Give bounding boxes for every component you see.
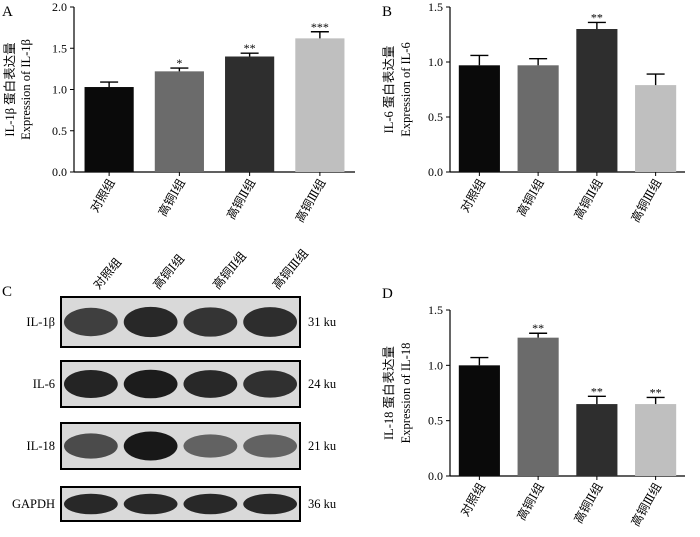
blot-band [63,433,118,459]
chart-d-il18: 0.0 0.5 1.0 1.5 IL-18 蛋白表达量 Expression of IL-… [381,303,685,529]
blot-band [243,434,298,458]
blot-lane-label: 高铜Ⅱ组 [209,248,249,291]
x-tick-label-a: 高铜Ⅱ组 [223,176,258,222]
blot-size-label: 21 ku [308,439,337,453]
blot-band [123,369,178,399]
bar-b [635,85,677,172]
blot-band [123,431,178,461]
y-axis-label-en-d: Expression of IL-18 [399,343,413,444]
significance-label-a: ** [244,41,256,55]
bar-a [225,56,275,172]
y-axis-label-cn-d: IL-18 蛋白表达量 [381,346,396,440]
panel-letter-d: D [382,286,393,302]
significance-label-d: ** [650,385,662,399]
blot-band [243,493,298,515]
y-axis-label-en-a: Expression of IL-1β [19,39,33,140]
x-tick-label-b: 高铜Ⅲ组 [627,176,664,225]
blot-size-label: 24 ku [308,377,337,391]
x-tick-label-d: 高铜Ⅰ组 [513,480,546,523]
bar-b [458,65,500,172]
blot-lane-label: 高铜Ⅲ组 [269,246,311,292]
blot-band [183,370,238,398]
blot-protein-label: IL-1β [26,315,55,329]
bar-d [458,365,500,476]
panel-letter-c: C [2,284,12,300]
y-axis-label-cn-b: IL-6 蛋白表达量 [381,46,396,134]
blot-band [63,369,118,399]
significance-label-d: ** [591,384,603,398]
bar-a [295,38,345,172]
x-tick-label-b: 高铜Ⅱ组 [570,176,605,222]
x-tick-label-d: 对照组 [458,481,488,519]
panel-letter-b: B [382,4,392,20]
bar-b [576,29,618,172]
y-tick-label-b: 0.0 [428,165,443,179]
y-tick-label-d: 0.0 [428,469,443,483]
x-tick-label-b: 高铜Ⅰ组 [513,176,546,219]
bar-d [635,404,677,476]
y-tick-label-d: 0.5 [428,414,443,428]
x-tick-label-d: 高铜Ⅲ组 [627,480,664,529]
y-tick-label-a: 0.5 [52,124,67,138]
blot-band [183,434,238,458]
y-tick-label-b: 1.0 [428,55,443,69]
western-blot-panel: 对照组 高铜Ⅰ组 高铜Ⅱ组 高铜Ⅲ组 IL-1β 31 ku IL-6 24 ku IL-18 2… [12,246,337,522]
significance-label-a: *** [311,20,329,34]
y-tick-label-d: 1.5 [428,303,443,317]
x-tick-label-a: 高铜Ⅰ组 [155,176,188,219]
x-tick-label-d: 高铜Ⅱ组 [570,480,605,526]
blot-band [183,493,238,515]
blot-band [243,307,298,337]
x-tick-label-a: 高铜Ⅲ组 [292,176,329,225]
significance-label-d: ** [532,321,544,335]
y-axis-label-cn-a: IL-1β 蛋白表达量 [2,42,17,136]
y-tick-label-d: 1.0 [428,358,443,372]
blot-band [123,306,178,338]
y-tick-label-b: 0.5 [428,110,443,124]
x-tick-label-b: 对照组 [458,177,488,215]
bar-a [84,87,134,172]
significance-label-b: ** [591,10,603,24]
x-tick-label-a: 对照组 [88,177,118,215]
bar-d [576,404,618,476]
blot-band [123,493,178,515]
bar-b [517,65,559,172]
y-axis-label-en-b: Expression of IL-6 [399,42,413,136]
significance-label-a: * [176,56,182,70]
y-tick-label-b: 1.5 [428,0,443,14]
blot-band [243,370,298,398]
chart-a-il1b: 0.0 0.5 1.0 1.5 2.0 IL-1β 蛋白表达量 Expression of … [2,0,355,225]
panel-letter-a: A [2,4,13,20]
y-tick-label-a: 2.0 [52,0,67,14]
y-tick-label-a: 1.5 [52,41,67,55]
blot-lane-label: 高铜Ⅰ组 [149,251,187,292]
blot-protein-label: GAPDH [12,497,55,511]
y-tick-label-a: 1.0 [52,83,67,97]
blot-protein-label: IL-18 [27,439,55,453]
blot-protein-label: IL-6 [33,377,55,391]
blot-lane-label: 对照组 [90,255,124,292]
blot-band [63,493,118,515]
blot-size-label: 31 ku [308,315,337,329]
bar-d [517,337,559,476]
y-tick-label-a: 0.0 [52,165,67,179]
chart-b-il6: 0.0 0.5 1.0 1.5 IL-6 蛋白表达量 Expression of IL-6… [381,0,685,225]
blot-band [63,307,118,337]
blot-size-label: 36 ku [308,497,337,511]
blot-band [183,307,238,337]
bar-a [154,71,204,172]
